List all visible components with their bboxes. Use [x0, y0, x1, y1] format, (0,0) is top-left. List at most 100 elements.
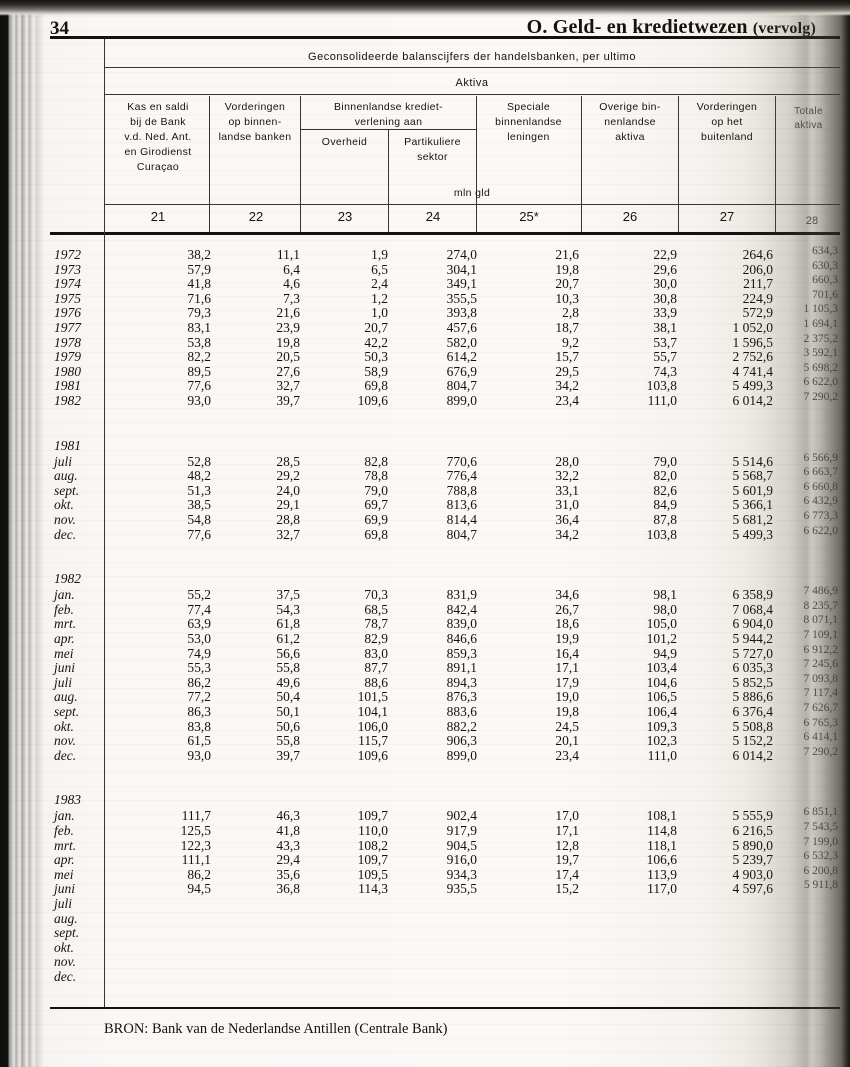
cell-col21: 53,0 — [187, 631, 211, 646]
cell-col28: 701,6 — [812, 288, 838, 301]
cell-col26: 79,0 — [653, 453, 677, 469]
cell-col26: 113,9 — [647, 866, 677, 882]
cell-col21: 63,9 — [187, 616, 211, 632]
cell-col23: 101,5 — [357, 689, 388, 705]
cell-col22: 56,6 — [276, 645, 300, 661]
row-label: nov. — [54, 512, 76, 527]
cell-col21: 41,8 — [187, 276, 211, 292]
cell-col24: 916,0 — [446, 852, 477, 868]
cell-col23: 79,0 — [364, 482, 388, 498]
row-label: dec. — [54, 969, 77, 984]
cell-col26: 106,4 — [646, 704, 677, 719]
page-number: 34 — [50, 18, 69, 39]
cell-col28: 7 626,7 — [803, 702, 839, 714]
cell-col21: 82,2 — [187, 349, 211, 365]
block-heading-1983: 1983 — [54, 792, 81, 808]
cell-col25: 21,6 — [555, 247, 579, 262]
row-label: juni — [54, 660, 76, 676]
cell-col22: 21,6 — [276, 305, 300, 321]
cell-col22: 39,7 — [276, 747, 300, 763]
cell-col26: 98,0 — [653, 601, 677, 617]
row-label: 1976 — [54, 305, 81, 321]
cell-col23: 69,7 — [364, 497, 388, 513]
cell-col25: 33,1 — [555, 482, 579, 498]
cell-col22: 37,5 — [276, 587, 300, 603]
row-label: 1972 — [54, 247, 81, 262]
cell-col28: 6 912,2 — [803, 643, 839, 656]
cell-col28: 6 622,0 — [803, 524, 839, 537]
colheader-27: Vorderingen op het buitenland — [696, 101, 758, 143]
cell-col21: 111,7 — [181, 808, 211, 824]
cell-col25: 2,8 — [562, 305, 579, 321]
cell-col23: 88,6 — [364, 674, 388, 690]
row-label: 1973 — [54, 261, 81, 277]
cell-col24: 899,0 — [446, 393, 477, 408]
row-label: mei — [54, 645, 74, 661]
rule-under-table-title — [104, 67, 840, 68]
cell-col23: 20,7 — [364, 320, 388, 335]
row-label: 1980 — [54, 363, 81, 379]
cell-col26: 103,4 — [646, 660, 677, 676]
row-label: 1981 — [54, 378, 81, 394]
cell-col24: 457,6 — [446, 320, 477, 335]
cell-col26: 98,1 — [653, 587, 677, 603]
colheader-26: Overige bin- nenlandse aktiva — [599, 101, 661, 143]
cell-col23: 1,2 — [371, 290, 388, 306]
cell-col28: 630,3 — [812, 259, 838, 272]
cell-col21: 79,3 — [187, 305, 211, 321]
cell-col25: 34,6 — [555, 587, 579, 603]
cell-col21: 53,8 — [187, 334, 211, 350]
row-label: nov. — [54, 954, 76, 970]
row-label: 1977 — [54, 320, 81, 335]
cell-col26: 111,0 — [647, 747, 677, 763]
cell-col23: 83,0 — [364, 645, 388, 661]
block-heading-1981: 1981 — [54, 437, 81, 453]
cell-col25: 19,9 — [555, 631, 579, 646]
cell-col22: 50,6 — [276, 718, 300, 734]
cell-col28: 5 911,8 — [803, 879, 838, 892]
cell-col24: 804,7 — [446, 378, 477, 394]
cell-col26: 84,9 — [653, 497, 677, 513]
cell-col25: 17,4 — [555, 866, 579, 882]
row-label: juli — [54, 896, 73, 911]
cell-col28: 1 105,3 — [803, 303, 839, 316]
cell-col22: 35,6 — [276, 866, 300, 882]
cell-col22: 19,8 — [276, 334, 300, 350]
cell-col22: 6,4 — [283, 261, 300, 277]
page-top-shadow — [0, 0, 850, 16]
cell-col28: 6 622,0 — [803, 376, 839, 389]
cell-col23: 109,7 — [357, 808, 388, 824]
cell-col26: 87,8 — [653, 512, 677, 527]
cell-col26: 111,0 — [647, 393, 677, 408]
colheader-22: Vorderingen op binnen- landse banken — [218, 101, 292, 143]
cell-col25: 15,7 — [555, 349, 579, 365]
cell-col23: 42,2 — [364, 334, 388, 350]
row-label: mei — [54, 866, 74, 882]
cell-col28: 6 765,3 — [803, 716, 839, 729]
cell-col22: 32,7 — [276, 526, 300, 542]
row-label: nov. — [54, 733, 76, 749]
colheader-23: Overheid — [321, 136, 368, 148]
cell-col28: 7 199,0 — [803, 835, 839, 848]
cell-col21: 52,8 — [187, 453, 211, 469]
row-label: juli — [54, 453, 73, 469]
column-number-21: 21 — [150, 209, 166, 224]
cell-col25: 18,7 — [555, 320, 579, 335]
cell-col23: 50,3 — [364, 349, 388, 365]
row-label: aug. — [54, 910, 78, 926]
cell-col22: 61,2 — [276, 631, 300, 646]
cell-col25: 36,4 — [555, 512, 579, 527]
cell-col28: 7 093,8 — [803, 672, 839, 685]
cell-col22: 29,4 — [276, 852, 300, 868]
cell-col22: 4,6 — [283, 276, 300, 292]
cell-col23: 82,8 — [364, 453, 388, 469]
cell-col21: 77,6 — [187, 378, 211, 394]
cell-col22: 23,9 — [276, 320, 300, 335]
cell-col26: 29,6 — [653, 261, 677, 277]
row-label: 1982 — [54, 393, 81, 408]
cell-col25: 15,2 — [555, 881, 579, 897]
row-label: juli — [54, 674, 73, 690]
cell-col24: 882,2 — [446, 718, 477, 734]
table-title: Geconsolideerde balanscijfers der handel… — [308, 51, 636, 63]
